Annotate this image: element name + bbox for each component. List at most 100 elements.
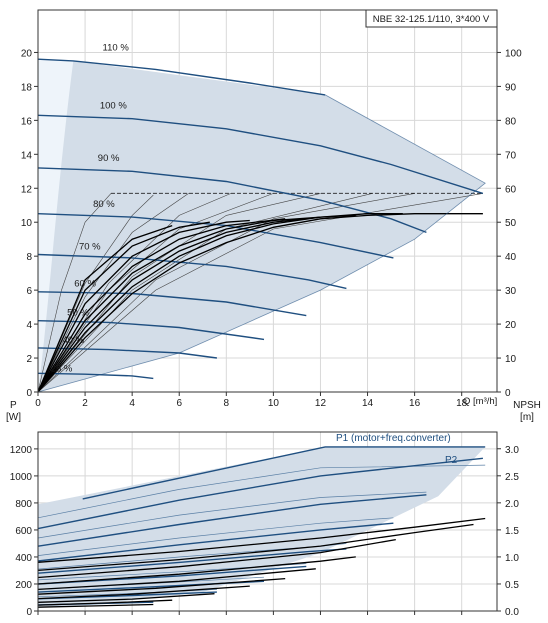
speed-curve-110pct xyxy=(37,58,326,96)
npsh-curve xyxy=(37,599,173,606)
npsh-curve xyxy=(37,585,250,600)
speed-label: 40 % xyxy=(62,335,84,346)
legend-p1: P1 (motor+freq.converter) xyxy=(336,433,451,444)
y-tick-label: 10 xyxy=(21,218,33,229)
power-curve-80pct xyxy=(37,522,394,562)
efficiency-curve xyxy=(37,219,250,393)
y-tick-label: 800 xyxy=(15,499,32,510)
y2-tick-label: 70 xyxy=(505,150,517,161)
npsh-curve xyxy=(37,523,474,572)
thin-eff-curve xyxy=(37,193,373,393)
x-tick-label: 18 xyxy=(456,398,468,409)
speed-label: 25 % xyxy=(51,364,73,375)
y2-tick-label: 80 xyxy=(505,116,517,127)
operating-envelope-area xyxy=(38,59,486,392)
legend-p2: P2 xyxy=(445,455,458,466)
x-tick-label: 12 xyxy=(315,398,327,409)
npsh-curve xyxy=(37,517,486,563)
y-tick-label: 12 xyxy=(21,184,33,195)
y2-tick-label: 0 xyxy=(505,388,511,399)
speed-label: 60 % xyxy=(74,279,96,290)
y2-axis-unit: [%] xyxy=(520,0,535,1)
efficiency-curve xyxy=(37,224,173,393)
y2-tick-label: 20 xyxy=(505,320,517,331)
y-tick-label: 18 xyxy=(21,82,33,93)
y-tick-label: 400 xyxy=(15,553,32,564)
y-axis-label: P xyxy=(10,400,17,411)
power-npsh-chart: P1 (motor+freq.converter)P20200400600800… xyxy=(6,400,541,618)
y-tick-label: 4 xyxy=(26,320,32,331)
npsh-curve xyxy=(37,603,154,608)
y2-tick-label: 100 xyxy=(505,48,522,59)
speed-label: 80 % xyxy=(93,199,115,210)
speed-curve-25pct xyxy=(37,372,154,380)
x-tick-label: 16 xyxy=(409,398,421,409)
y-tick-label: 2 xyxy=(26,354,32,365)
title-box xyxy=(365,9,498,28)
efficiency-curve xyxy=(37,221,210,393)
y2-tick-label: 1.5 xyxy=(505,526,519,537)
speed-curve-90pct xyxy=(37,167,427,234)
speed-label: 50 % xyxy=(67,308,89,319)
speed-label: 70 % xyxy=(79,241,101,252)
speed-label: 100 % xyxy=(100,100,127,111)
x-tick-label: 14 xyxy=(362,398,374,409)
y2-tick-label: 3.0 xyxy=(505,445,519,456)
y-tick-label: 6 xyxy=(26,286,32,297)
y2-axis-label: NPSH xyxy=(513,400,541,411)
efficiency-curve xyxy=(37,218,286,393)
y-tick-label: 14 xyxy=(21,150,33,161)
speed-curve-60pct xyxy=(37,291,307,317)
y-axis-unit: [m] xyxy=(6,0,20,1)
y2-tick-label: 0.5 xyxy=(505,580,519,591)
y2-tick-label: 2.5 xyxy=(505,472,519,483)
min-flow-zone xyxy=(38,59,74,392)
npsh-curve xyxy=(37,577,286,595)
speed-curve-40pct xyxy=(37,347,217,359)
y-tick-label: 20 xyxy=(21,48,33,59)
y2-tick-label: 60 xyxy=(505,184,517,195)
y-tick-label: 200 xyxy=(15,580,32,591)
thin-eff-curve xyxy=(37,193,189,393)
efficiency-curve xyxy=(37,213,403,393)
speed-label: 110 % xyxy=(103,43,130,54)
y2-tick-label: 10 xyxy=(505,354,517,365)
npsh-curve xyxy=(37,556,356,585)
y-tick-label: 600 xyxy=(15,526,32,537)
y2-tick-label: 0.0 xyxy=(505,607,519,618)
power-curve-90pct xyxy=(37,494,427,547)
x-tick-label: 2 xyxy=(82,398,88,409)
y-tick-label: 0 xyxy=(26,607,32,618)
thin-eff-curve xyxy=(37,193,483,393)
x-tick-label: 0 xyxy=(35,398,41,409)
x-axis-label: Q [m³/h] xyxy=(463,396,497,407)
y-tick-label: 8 xyxy=(26,252,32,263)
x-tick-label: 6 xyxy=(176,398,182,409)
y-tick-label: 0 xyxy=(26,388,32,399)
y-axis-unit: [W] xyxy=(6,412,21,423)
x-tick-label: 10 xyxy=(268,398,280,409)
y2-tick-label: 50 xyxy=(505,218,517,229)
chart-title: NBE 32-125.1/110, 3*400 V xyxy=(373,14,490,25)
power-curve-100pct xyxy=(37,457,483,530)
efficiency-curve xyxy=(37,213,483,393)
speed-curve-50pct xyxy=(37,320,265,341)
head-efficiency-chart: 110 % 100 % 90 % 80 % 70 % 60 % 50 % 40 % 25 % 0 2… xyxy=(6,0,534,409)
y2-tick-label: 40 xyxy=(505,252,517,263)
plot-frame xyxy=(37,431,498,612)
y2-tick-label: 1.0 xyxy=(505,553,519,564)
y-tick-label: 1000 xyxy=(10,472,33,483)
envelope-outline xyxy=(37,94,486,393)
y2-tick-label: 30 xyxy=(505,286,517,297)
speed-label: 90 % xyxy=(98,153,120,164)
x-tick-label: 4 xyxy=(129,398,135,409)
speed-curve-100pct xyxy=(37,114,484,195)
npsh-curve xyxy=(37,538,396,579)
speed-curve-70pct xyxy=(37,253,347,290)
y-tick-label: 16 xyxy=(21,116,33,127)
y2-tick-label: 2.0 xyxy=(505,499,519,510)
power-curve-110pct xyxy=(82,446,486,500)
thin-eff-curve xyxy=(37,194,154,393)
p2-curve xyxy=(37,517,394,556)
y2-tick-label: 90 xyxy=(505,82,517,93)
